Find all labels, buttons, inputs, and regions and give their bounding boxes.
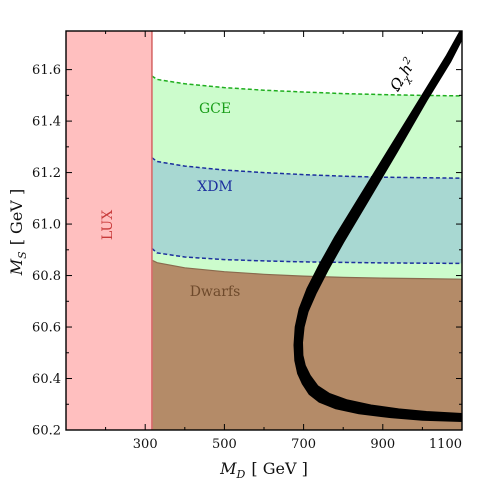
y-tick-label: 60.6 bbox=[32, 321, 61, 336]
dwarfs-region bbox=[151, 260, 462, 430]
lux-region bbox=[66, 31, 152, 430]
y-tick-label: 61.0 bbox=[32, 218, 61, 233]
xdm-region bbox=[151, 157, 462, 264]
y-axis-title-main: M bbox=[7, 258, 26, 276]
lux-label: LUX bbox=[100, 210, 116, 240]
x-axis-title-main: M bbox=[219, 459, 237, 478]
y-tick-label: 60.4 bbox=[32, 372, 61, 387]
xdm-upper-boundary bbox=[151, 157, 462, 179]
y-axis-title-sub: S bbox=[16, 251, 29, 259]
xdm-lower-boundary bbox=[151, 247, 462, 265]
y-tick-label: 61.2 bbox=[32, 166, 61, 181]
x-tick-label: 500 bbox=[212, 437, 237, 452]
x-axis-title-unit: [ GeV ] bbox=[251, 459, 307, 478]
relic-density-curve bbox=[293, 31, 462, 422]
x-tick-label: 900 bbox=[370, 437, 395, 452]
xdm-label: XDM bbox=[197, 179, 233, 195]
x-tick-label: 1100 bbox=[429, 437, 462, 452]
x-axis-title: MD [ GeV ] bbox=[219, 459, 308, 481]
dwarfs-boundary bbox=[151, 259, 462, 280]
gce-label: GCE bbox=[199, 101, 231, 117]
y-tick-label: 60.8 bbox=[32, 269, 61, 284]
x-axis-title-sub: D bbox=[236, 468, 246, 481]
y-tick-label: 61.4 bbox=[32, 115, 61, 130]
y-axis-title-unit: [ GeV ] bbox=[7, 189, 26, 245]
dwarfs-label: Dwarfs bbox=[190, 284, 241, 300]
x-tick-label: 700 bbox=[291, 437, 316, 452]
y-tick-label: 61.6 bbox=[32, 63, 61, 78]
y-tick-label: 60.2 bbox=[32, 424, 61, 439]
y-axis-title: MS [ GeV ] bbox=[7, 189, 29, 276]
gce-upper-boundary bbox=[151, 75, 462, 97]
x-tick-label: 300 bbox=[133, 437, 158, 452]
